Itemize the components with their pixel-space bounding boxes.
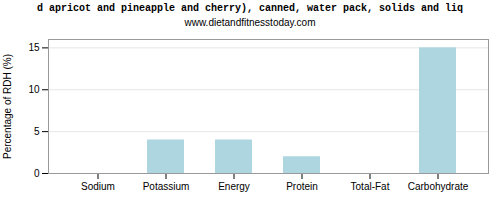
- svg-text:15: 15: [28, 42, 40, 53]
- svg-text:Total-Fat: Total-Fat: [351, 181, 390, 192]
- svg-text:Energy: Energy: [218, 181, 250, 192]
- svg-text:5: 5: [34, 126, 40, 137]
- html-text:www.dietandfitnesstoday.com: www.dietandfitnesstoday.com: [184, 17, 316, 28]
- svg-text:0: 0: [34, 168, 40, 179]
- svg-text:Potassium: Potassium: [143, 181, 190, 192]
- svg-text:Percentage of RDH (%): Percentage of RDH (%): [2, 54, 13, 159]
- svg-text:10: 10: [28, 84, 40, 95]
- svg-text:Carbohydrate: Carbohydrate: [408, 181, 469, 192]
- svg-text:Protein: Protein: [286, 181, 318, 192]
- html-text:d apricot and pineapple and ch: d apricot and pineapple and cherry), can…: [37, 3, 463, 14]
- svg-text:Sodium: Sodium: [81, 181, 115, 192]
